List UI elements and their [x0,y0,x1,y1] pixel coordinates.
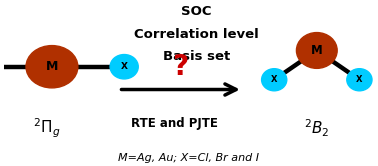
Text: X: X [356,75,363,84]
Text: ?: ? [172,53,188,81]
Ellipse shape [262,69,287,91]
Ellipse shape [296,33,337,68]
Ellipse shape [110,54,138,79]
Text: Correlation level: Correlation level [134,28,259,41]
Text: SOC: SOC [181,5,212,18]
Text: M=Ag, Au; X=Cl, Br and I: M=Ag, Au; X=Cl, Br and I [118,153,260,163]
Text: RTE and PJTE: RTE and PJTE [131,117,218,130]
Text: $^{2}\Pi_{g}$: $^{2}\Pi_{g}$ [33,117,60,140]
Text: M: M [46,60,58,73]
Ellipse shape [347,69,372,91]
Text: X: X [121,62,128,71]
Text: Basis set: Basis set [163,50,230,63]
Text: M: M [311,44,323,57]
Text: X: X [271,75,277,84]
Text: $^{2}B_{2}$: $^{2}B_{2}$ [304,118,330,139]
Ellipse shape [26,46,78,88]
